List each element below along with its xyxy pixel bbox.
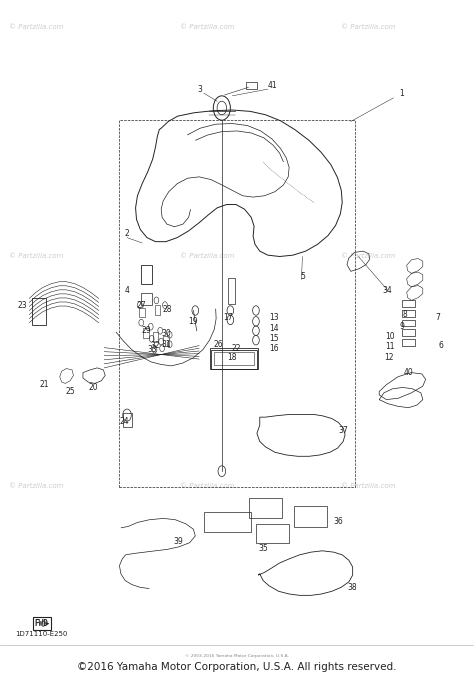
Text: 38: 38 xyxy=(348,583,357,592)
Bar xyxy=(141,265,152,284)
Text: 9: 9 xyxy=(400,322,404,331)
Bar xyxy=(211,350,257,369)
Text: 19: 19 xyxy=(189,317,198,326)
Text: 3: 3 xyxy=(198,84,202,94)
Text: © Partzilla.com: © Partzilla.com xyxy=(9,254,64,259)
Bar xyxy=(119,120,355,487)
Text: 17: 17 xyxy=(223,313,232,322)
Bar xyxy=(402,329,415,336)
Text: 10: 10 xyxy=(385,331,394,341)
Text: 29: 29 xyxy=(141,326,151,335)
Bar xyxy=(153,332,158,342)
Text: 34: 34 xyxy=(383,286,392,295)
Text: 1D71110-E250: 1D71110-E250 xyxy=(15,632,67,637)
Text: 37: 37 xyxy=(338,426,348,435)
Text: © Partzilla.com: © Partzilla.com xyxy=(180,483,235,489)
Bar xyxy=(210,348,258,369)
Text: © Partzilla.com: © Partzilla.com xyxy=(180,24,235,30)
Text: 7: 7 xyxy=(436,313,440,322)
Text: 14: 14 xyxy=(269,323,279,333)
Bar xyxy=(402,320,415,327)
Text: © Partzilla.com: © Partzilla.com xyxy=(9,24,64,30)
Text: 33: 33 xyxy=(148,345,157,354)
Text: 16: 16 xyxy=(269,344,279,353)
Text: 36: 36 xyxy=(334,516,343,526)
Text: © Partzilla.com: © Partzilla.com xyxy=(180,254,235,259)
Text: © 2003-2016 Yamaha Motor Corporation, U.S.A.: © 2003-2016 Yamaha Motor Corporation, U.… xyxy=(185,654,289,658)
Text: 13: 13 xyxy=(269,313,279,322)
Text: 39: 39 xyxy=(173,537,183,546)
Bar xyxy=(123,413,132,427)
Text: 30: 30 xyxy=(161,329,171,338)
Text: 1: 1 xyxy=(400,88,404,98)
Text: © Partzilla.com: © Partzilla.com xyxy=(9,483,64,489)
Text: 22: 22 xyxy=(231,344,241,353)
Text: 25: 25 xyxy=(65,387,75,396)
Text: 6: 6 xyxy=(438,341,443,350)
Text: 2: 2 xyxy=(125,229,129,238)
Bar xyxy=(139,308,145,317)
Text: 15: 15 xyxy=(269,334,279,344)
Bar xyxy=(204,512,251,532)
Text: ©2016 Yamaha Motor Corporation, U.S.A. All rights reserved.: ©2016 Yamaha Motor Corporation, U.S.A. A… xyxy=(77,662,397,672)
Bar xyxy=(246,82,257,89)
Bar xyxy=(228,278,235,304)
Text: 21: 21 xyxy=(40,380,49,389)
Text: 26: 26 xyxy=(213,340,223,349)
Bar xyxy=(256,524,289,543)
Bar xyxy=(32,298,46,325)
Text: © Partzilla.com: © Partzilla.com xyxy=(341,254,396,259)
Bar xyxy=(249,498,282,518)
Bar xyxy=(141,293,152,305)
Text: 8: 8 xyxy=(402,310,407,319)
Text: 28: 28 xyxy=(162,304,172,314)
Bar xyxy=(294,506,327,526)
Bar xyxy=(402,300,415,307)
Text: 32: 32 xyxy=(151,341,160,350)
Text: 20: 20 xyxy=(88,383,98,392)
Bar xyxy=(143,328,149,338)
Bar xyxy=(402,310,415,317)
Bar xyxy=(163,336,169,346)
Text: © Partzilla.com: © Partzilla.com xyxy=(341,483,396,489)
Text: 31: 31 xyxy=(161,340,171,349)
Text: © Partzilla.com: © Partzilla.com xyxy=(341,24,396,30)
Bar xyxy=(214,352,254,365)
Text: 35: 35 xyxy=(259,543,268,553)
Text: 5: 5 xyxy=(300,272,305,281)
Text: 27: 27 xyxy=(137,300,146,310)
Text: 24: 24 xyxy=(119,416,129,426)
Bar xyxy=(402,339,415,346)
Text: 4: 4 xyxy=(125,286,129,295)
Text: 41: 41 xyxy=(268,80,277,90)
Bar xyxy=(155,305,160,315)
Text: 23: 23 xyxy=(18,300,27,310)
Text: 12: 12 xyxy=(384,353,393,362)
Text: 40: 40 xyxy=(404,368,413,377)
Text: FWD: FWD xyxy=(35,619,49,628)
Text: 18: 18 xyxy=(228,353,237,362)
Text: 11: 11 xyxy=(385,342,394,352)
